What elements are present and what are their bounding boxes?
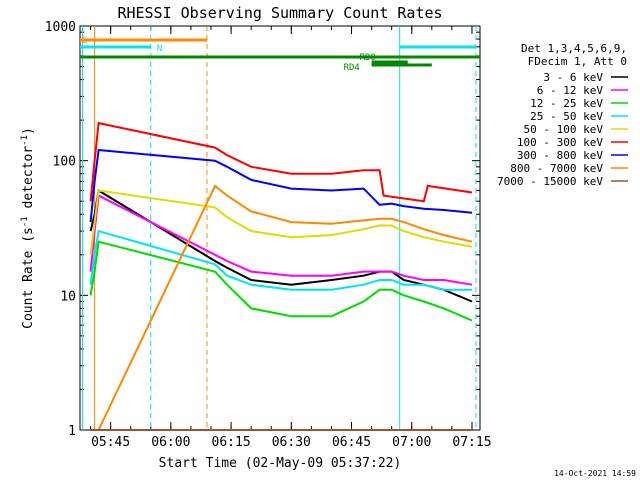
legend-label: 12 - 25 keV — [530, 97, 603, 110]
legend-label: 6 - 12 keV — [537, 84, 604, 97]
x-tick-label: 06:45 — [332, 435, 371, 450]
series-line — [89, 188, 473, 303]
y-tick-label: 1 — [68, 424, 76, 439]
series-line — [89, 229, 472, 291]
x-tick-label: 06:30 — [272, 435, 311, 450]
x-tick-label: 06:00 — [151, 435, 190, 450]
chart-title: RHESSI Observing Summary Count Rates — [117, 4, 442, 22]
flag-bar-label: S — [82, 36, 87, 46]
legend-label: 25 - 50 keV — [530, 110, 603, 123]
x-tick-label: 07:00 — [392, 435, 431, 450]
svg-text:Count Rate (s-1 detector-1): Count Rate (s-1 detector-1) — [20, 127, 36, 329]
x-axis-label: Start Time (02-May-09 05:37:22) — [159, 456, 402, 471]
legend-header: FDecim 1, Att 0 — [528, 55, 627, 68]
plot-area: 1 10 100 1000 05:45 06:00 06:15 06:30 06:45 07:00… — [45, 20, 492, 450]
x-tick-label: 07:15 — [452, 435, 491, 450]
series-line — [89, 240, 473, 322]
y-axis-label: Count Rate (s-1 detector-1) — [20, 127, 36, 329]
legend-label: 50 - 100 keV — [524, 123, 604, 136]
x-tick-label: 05:45 — [91, 435, 130, 450]
series-line — [90, 184, 473, 431]
x-tick-label: 06:15 — [212, 435, 251, 450]
y-tick-label: 100 — [53, 155, 76, 170]
series-line — [89, 194, 473, 286]
flag-bar-label: N — [157, 44, 162, 54]
footer-date: 14-Oct-2021 14:59 — [554, 469, 636, 478]
y-tick-label: 10 — [60, 289, 76, 304]
legend-label: 3 - 6 keV — [543, 71, 603, 84]
legend-label: 7000 - 15000 keV — [497, 175, 603, 188]
legend-label: 300 - 800 keV — [517, 149, 603, 162]
legend: Det 1,3,4,5,6,9,FDecim 1, Att 0 3 - 6 keV… — [497, 42, 628, 188]
series-line — [89, 189, 473, 255]
y-tick-label: 1000 — [45, 20, 76, 35]
legend-header: Det 1,3,4,5,6,9, — [521, 42, 627, 55]
flag-bar-label: RD0 — [360, 53, 376, 63]
flag-bar-label: RD4 — [344, 63, 360, 73]
legend-label: 100 - 300 keV — [517, 136, 603, 149]
series-line — [89, 148, 473, 223]
legend-label: 800 - 7000 keV — [510, 162, 603, 175]
series-line — [89, 121, 473, 203]
